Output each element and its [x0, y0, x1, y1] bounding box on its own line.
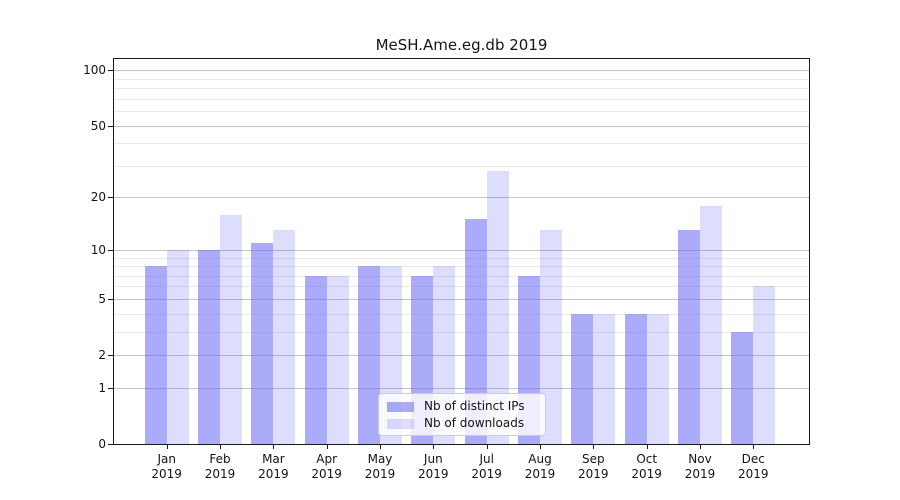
x-tick-mark [646, 445, 648, 449]
x-tick-mark [326, 445, 328, 449]
x-tick-mark [380, 445, 381, 449]
x-tick-mark [486, 445, 488, 449]
gridline-minor [114, 275, 809, 277]
gridline-minor [114, 313, 809, 315]
chart-title: MeSH.Ame.eg.db 2019 [375, 36, 548, 54]
y-tick-mark [108, 125, 113, 127]
x-tick-mark [166, 445, 168, 449]
y-tick-label: 5 [98, 291, 106, 306]
gridline-minor [114, 88, 809, 90]
x-tick-label: Jul 2019 [471, 452, 502, 481]
gridline-major [114, 125, 809, 127]
y-tick-mark [108, 355, 113, 356]
bar-downloads [646, 313, 669, 444]
legend-row-downloads: Nb of downloads [387, 416, 537, 431]
y-tick-label: 20 [90, 190, 106, 205]
legend-label-downloads: Nb of downloads [424, 416, 525, 430]
bar-distinct-ips [251, 242, 274, 444]
y-tick-label: 50 [90, 118, 106, 133]
x-tick-label: Apr 2019 [311, 452, 342, 481]
bar-distinct-ips [464, 219, 487, 444]
gridline-major [114, 387, 809, 389]
y-tick-mark [108, 444, 113, 445]
bar-downloads [593, 313, 616, 444]
legend-row-distinct-ips: Nb of distinct IPs [387, 399, 537, 414]
bar-distinct-ips [571, 313, 594, 444]
gridline-minor [114, 286, 809, 288]
bar-downloads [700, 205, 722, 444]
y-tick-label: 10 [90, 242, 106, 257]
bar-downloads [166, 249, 189, 444]
bar-downloads [486, 171, 509, 444]
x-tick-label: Feb 2019 [204, 452, 236, 481]
y-tick-mark [108, 197, 113, 199]
y-tick-mark [108, 70, 113, 72]
x-tick-mark [273, 445, 275, 449]
gridline-minor [114, 111, 809, 112]
gridline-minor [114, 98, 809, 100]
legend: Nb of distinct IPs Nb of downloads [378, 393, 546, 436]
gridline-major [114, 197, 809, 199]
bar-distinct-ips [144, 266, 167, 444]
x-tick-label: Sep 2019 [578, 452, 609, 481]
gridline-minor [114, 257, 809, 259]
y-tick-label: 1 [98, 380, 106, 395]
x-tick-label: Dec 2019 [738, 452, 769, 481]
x-tick-label: Nov 2019 [684, 452, 716, 481]
bar-distinct-ips [304, 275, 327, 444]
x-tick-label: Mar 2019 [258, 452, 289, 481]
y-tick-label: 0 [98, 437, 106, 451]
x-tick-mark [753, 445, 755, 449]
gridline-minor [114, 331, 809, 333]
x-tick-label: Jun 2019 [418, 452, 449, 481]
gridline-minor [114, 165, 809, 167]
y-tick-label: 100 [83, 63, 106, 78]
bar-downloads [220, 214, 242, 444]
x-tick-label: Aug 2019 [524, 452, 556, 481]
bar-downloads [326, 275, 349, 444]
bar-distinct-ips [678, 230, 700, 444]
x-tick-mark [540, 445, 541, 449]
x-tick-mark [593, 445, 595, 449]
y-tick-mark [108, 298, 113, 300]
x-tick-mark [433, 445, 435, 449]
bar-distinct-ips [624, 313, 647, 444]
gridline-minor [114, 266, 809, 267]
x-tick-label: May 2019 [364, 452, 396, 481]
bar-downloads [753, 286, 776, 444]
legend-label-distinct-ips: Nb of distinct IPs [424, 399, 525, 413]
gridline-minor [114, 78, 809, 80]
bar-distinct-ips [731, 331, 754, 444]
bar-distinct-ips [198, 249, 220, 444]
y-tick-mark [108, 387, 113, 389]
plot-area: Nb of distinct IPs Nb of downloads [113, 58, 810, 445]
bar-downloads [273, 230, 296, 444]
gridline-minor [114, 143, 809, 145]
bar-downloads [540, 230, 562, 444]
x-tick-mark [700, 445, 701, 449]
y-tick-label: 2 [98, 348, 106, 362]
legend-swatch-downloads [387, 418, 414, 429]
gridline-major [114, 355, 809, 356]
bar-distinct-ips [358, 266, 380, 444]
gridline-major [114, 70, 809, 72]
gridline-major [114, 298, 809, 300]
x-tick-mark [220, 445, 221, 449]
y-tick-mark [108, 249, 113, 251]
legend-swatch-distinct-ips [387, 401, 414, 412]
x-tick-label: Jan 2019 [151, 452, 182, 481]
gridline-major [114, 249, 809, 251]
x-tick-label: Oct 2019 [631, 452, 662, 481]
